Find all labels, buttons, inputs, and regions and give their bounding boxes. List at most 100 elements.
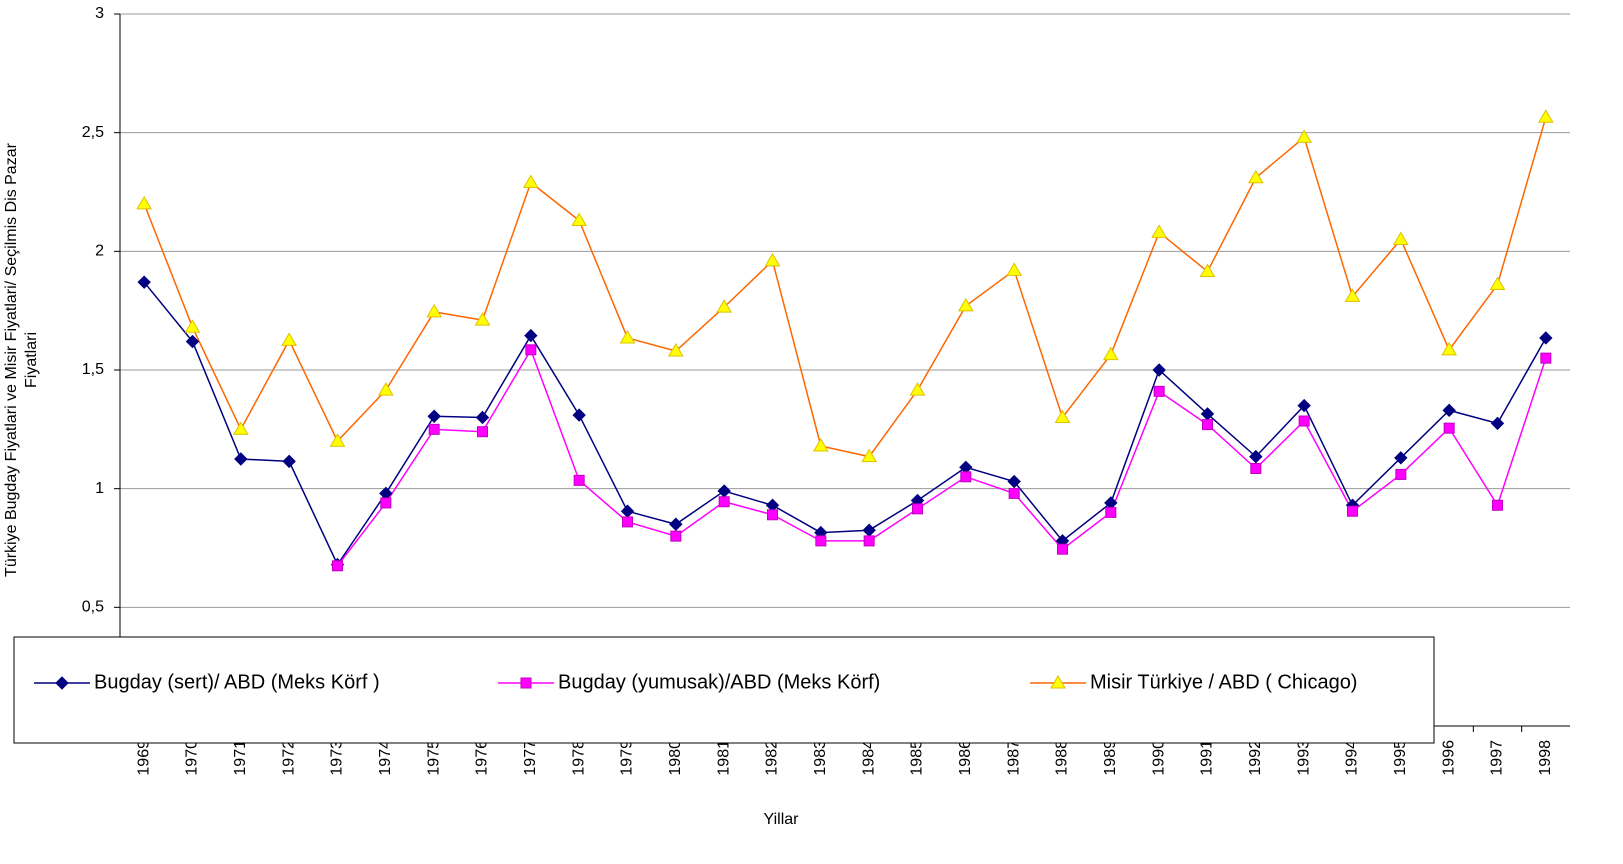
marker — [1054, 409, 1071, 423]
y-tick-label: 3 — [95, 5, 104, 22]
x-tick-label: 1984 — [860, 740, 877, 776]
marker — [619, 329, 636, 344]
marker — [1296, 129, 1313, 143]
marker — [474, 312, 491, 326]
marker — [716, 299, 733, 313]
marker — [1153, 385, 1165, 397]
marker — [1539, 331, 1553, 345]
series-line — [143, 281, 1547, 567]
marker — [572, 408, 586, 422]
marker — [957, 297, 974, 312]
x-tick-label: 1973 — [329, 740, 346, 776]
marker — [520, 677, 532, 689]
marker — [1007, 474, 1021, 489]
marker — [1199, 263, 1216, 278]
marker — [1249, 449, 1263, 464]
marker — [1344, 288, 1361, 302]
legend-label: Bugday (sert)/ ABD (Meks Körf ) — [94, 671, 380, 693]
marker — [1006, 262, 1023, 276]
y-axis-title: Türkiye Bugday Fiyatlari ve Misir Fiyatl… — [3, 142, 20, 577]
marker — [1347, 505, 1358, 517]
marker — [329, 433, 346, 447]
marker — [812, 437, 829, 452]
marker — [767, 509, 778, 521]
y-axis-title: Fiyatlari — [23, 332, 40, 388]
x-tick-label: 1997 — [1489, 740, 1506, 776]
marker — [524, 328, 538, 343]
marker — [1202, 419, 1213, 431]
marker — [282, 454, 296, 469]
x-tick-label: 1987 — [1005, 740, 1022, 776]
marker — [234, 452, 248, 466]
x-tick-label: 1988 — [1054, 740, 1071, 776]
marker — [332, 560, 343, 572]
marker — [281, 332, 298, 346]
marker — [1443, 422, 1455, 434]
marker — [426, 303, 443, 318]
x-tick-label: 1972 — [280, 740, 297, 776]
x-axis-title: Yillar — [764, 811, 800, 828]
x-tick-label: 1992 — [1247, 740, 1264, 776]
marker — [428, 423, 440, 435]
x-tick-label: 1979 — [619, 740, 636, 776]
marker — [477, 426, 488, 438]
x-tick-label: 1976 — [474, 740, 491, 776]
marker — [862, 523, 876, 537]
x-tick-label: 1995 — [1392, 740, 1409, 776]
marker — [764, 252, 781, 267]
y-tick-label: 0,5 — [82, 599, 104, 616]
x-tick-label: 1971 — [232, 740, 249, 776]
marker — [427, 409, 441, 423]
series-line — [143, 117, 1547, 458]
marker — [861, 448, 878, 463]
marker — [1489, 276, 1506, 291]
marker — [136, 195, 153, 210]
marker — [1441, 341, 1458, 356]
x-tick-label: 1990 — [1150, 740, 1167, 776]
x-tick-label: 1978 — [570, 740, 587, 776]
marker — [137, 275, 151, 289]
marker — [184, 319, 201, 333]
marker — [1442, 403, 1456, 418]
marker — [1050, 675, 1066, 689]
marker — [1152, 363, 1166, 377]
marker — [1297, 398, 1311, 413]
marker — [1057, 543, 1068, 555]
marker — [1008, 487, 1020, 499]
marker — [718, 496, 730, 508]
x-tick-label: 1996 — [1440, 740, 1457, 776]
legend-label: Bugday (yumusak)/ABD (Meks Körf) — [558, 671, 880, 693]
marker — [1247, 169, 1264, 184]
x-tick-label: 1989 — [1102, 740, 1119, 776]
marker — [909, 382, 926, 396]
marker — [1490, 416, 1505, 431]
marker — [622, 516, 633, 528]
marker — [1250, 462, 1262, 474]
marker — [1151, 224, 1168, 238]
marker — [1102, 346, 1119, 361]
marker — [573, 474, 585, 486]
y-tick-label: 1,5 — [82, 361, 104, 378]
x-tick-label: 1982 — [764, 740, 781, 776]
y-tick-label: 2 — [95, 243, 104, 260]
x-tick-label: 1983 — [812, 740, 829, 776]
marker — [960, 471, 972, 483]
x-tick-label: 1975 — [425, 740, 442, 776]
marker — [717, 484, 731, 498]
x-tick-label: 1980 — [667, 740, 684, 776]
marker — [525, 344, 537, 356]
legend: Bugday (sert)/ ABD (Meks Körf ) Bugday (y… — [13, 636, 1435, 744]
x-tick-label: 1994 — [1344, 740, 1361, 776]
x-tick-label: 1970 — [184, 740, 201, 776]
x-tick-label: 1986 — [957, 740, 974, 776]
marker — [1492, 499, 1503, 511]
marker — [571, 212, 588, 226]
marker — [670, 530, 682, 542]
marker — [815, 535, 827, 547]
marker — [1392, 231, 1409, 245]
x-tick-label: 1993 — [1295, 740, 1312, 776]
marker — [912, 503, 923, 515]
marker — [1298, 415, 1310, 427]
x-tick-label: 1974 — [377, 740, 394, 776]
